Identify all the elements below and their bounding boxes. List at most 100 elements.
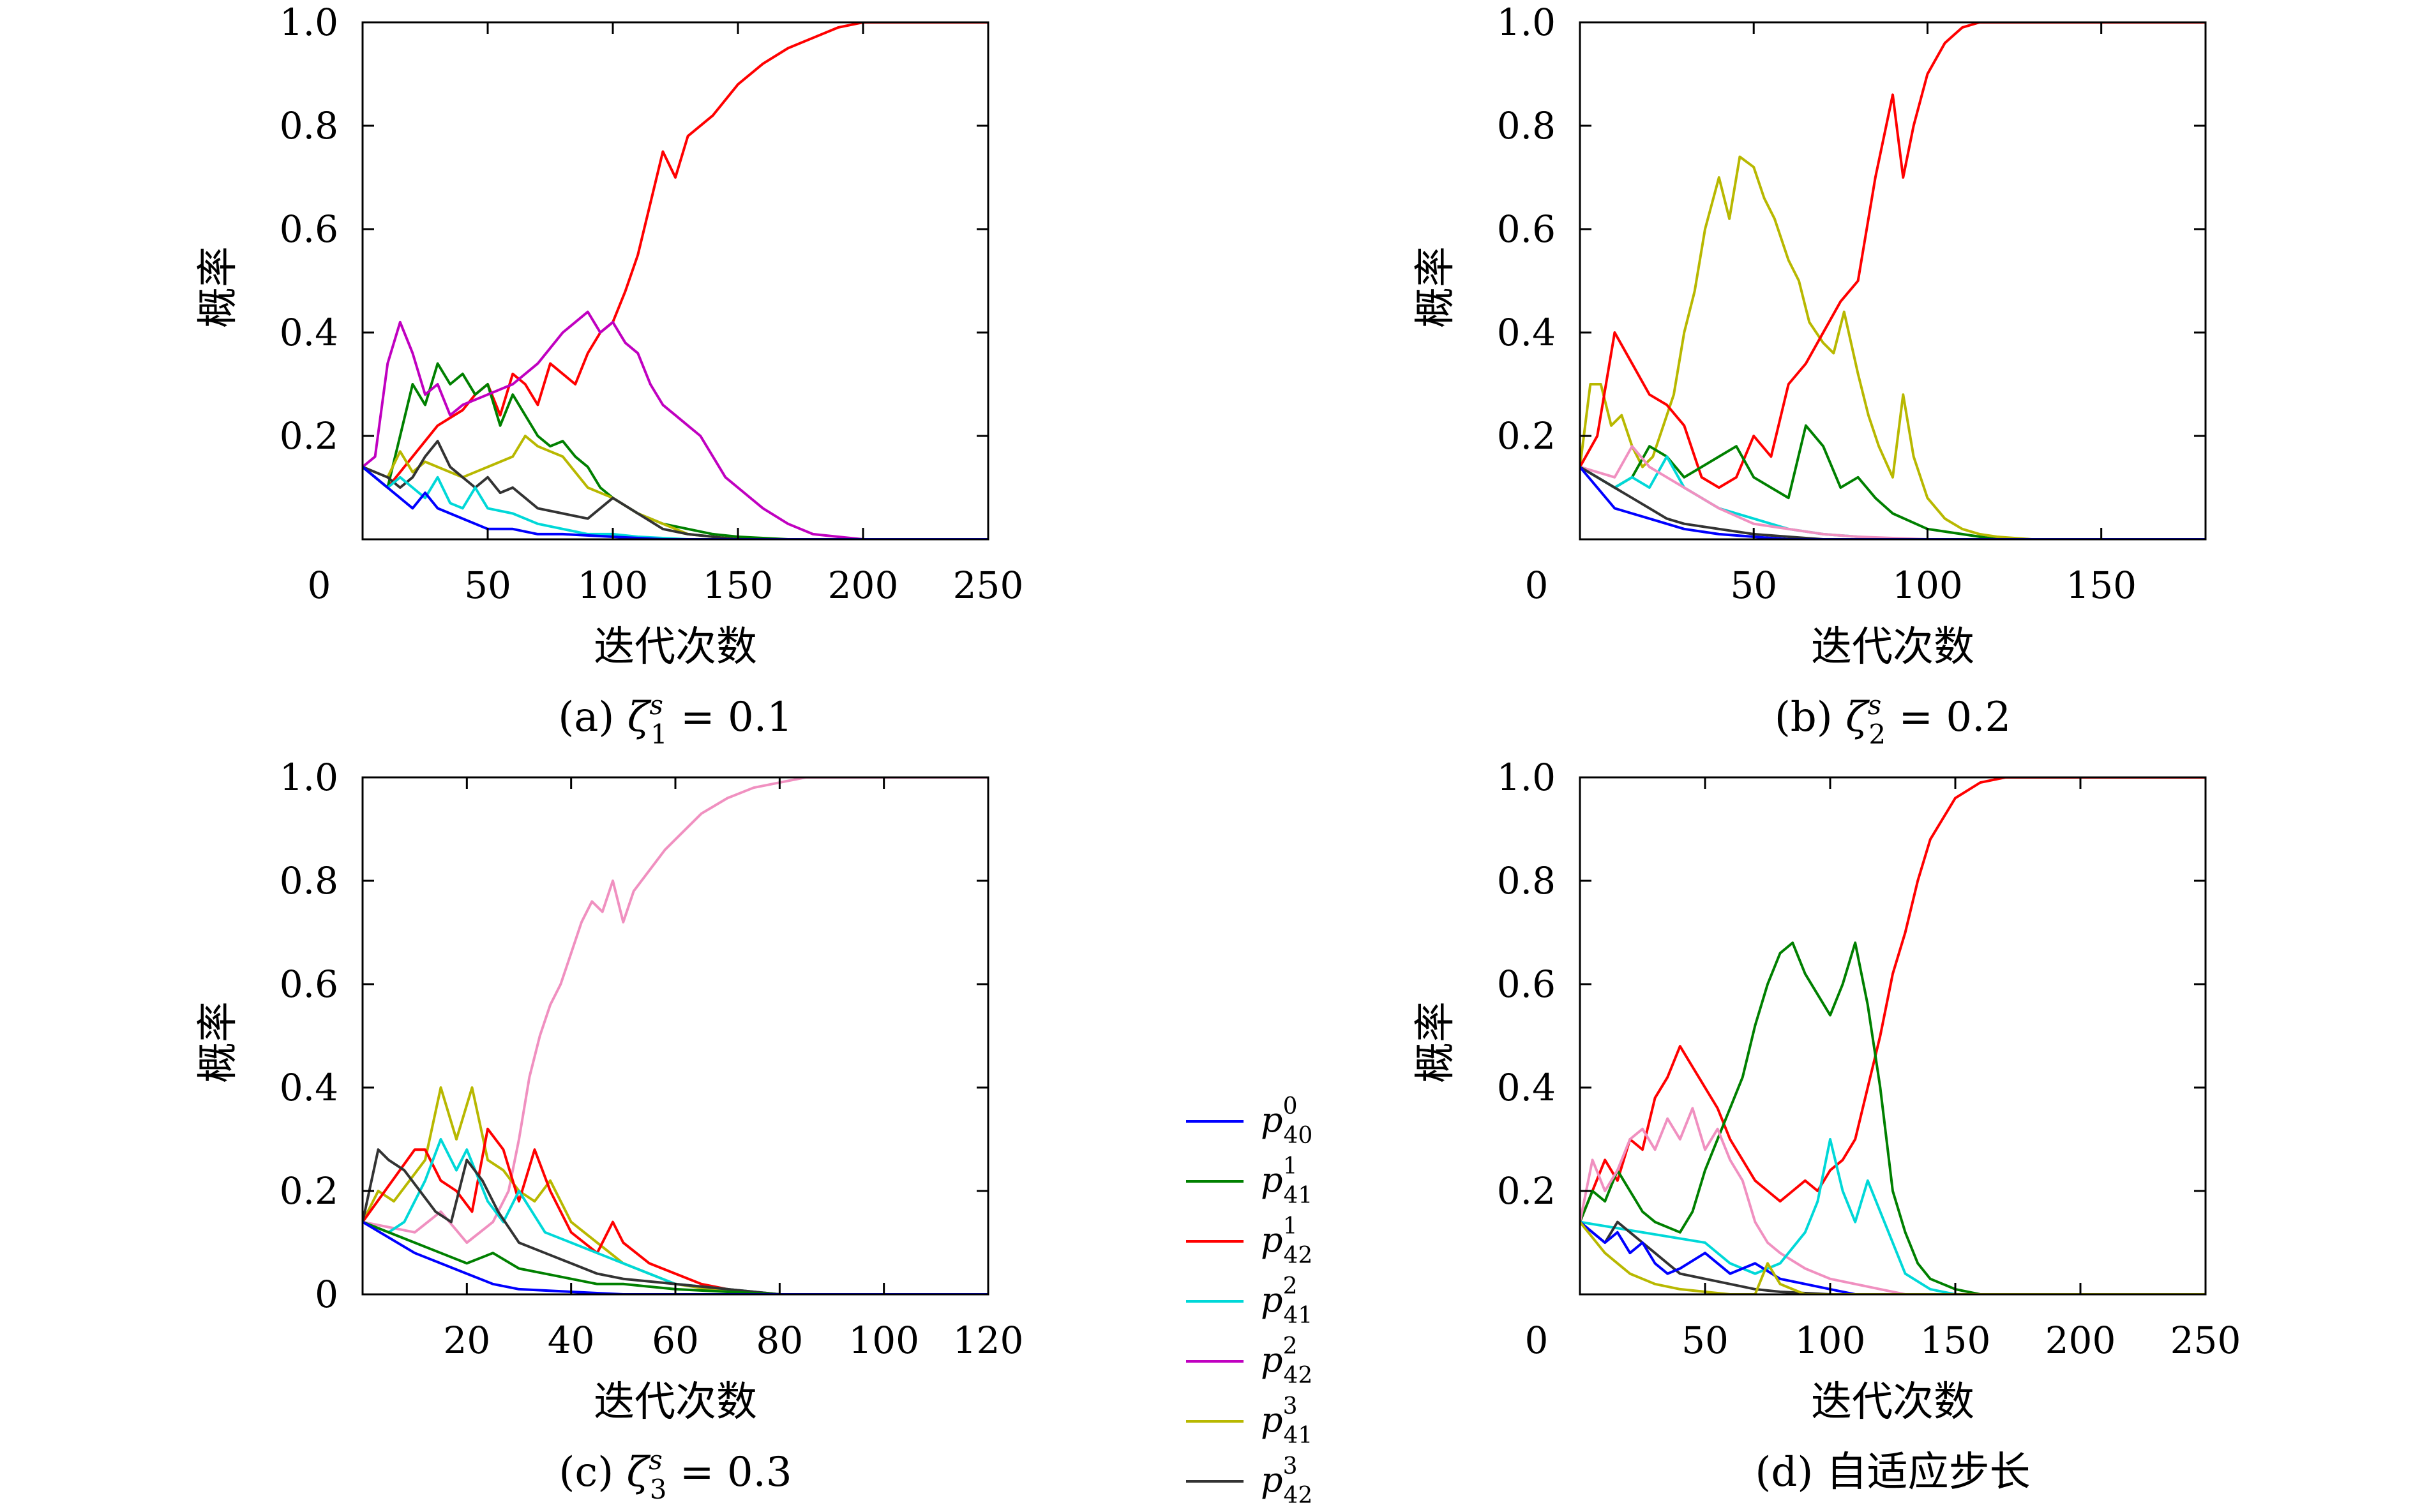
x-tick-label: 200 [2045, 1319, 2116, 1362]
y-tick-label: 0.4 [1497, 311, 1556, 354]
series-line-pink [1580, 1107, 2206, 1294]
x-tick-label: 250 [953, 564, 1024, 607]
caption-sup: s [1868, 689, 1882, 721]
y-tick-label: 0.2 [1497, 1169, 1556, 1213]
y-tick-label: 0.6 [1497, 962, 1556, 1006]
x-tick-label: 200 [828, 564, 899, 607]
series-line-p40_0 [1580, 466, 2206, 539]
x-tick-label: 100 [578, 564, 649, 607]
chart-panel-a: 0 50 100 150 200 250 0.2 0.4 0.6 0.8 1.0 迭代次数 概率 (a) … [195, 1, 1023, 750]
series-group [1580, 777, 2206, 1294]
x-axis-title: 迭代次数 [594, 624, 757, 671]
legend-label: p3 42 [1261, 1453, 1312, 1509]
legend-label: p2 42 [1261, 1333, 1312, 1389]
y-tick-label: 1.0 [280, 756, 338, 799]
y-tick-label: 0.2 [280, 414, 338, 458]
y-axis-title: 概率 [195, 246, 242, 328]
legend-sup: 1 [1283, 1213, 1298, 1239]
x-tick-label: 150 [1920, 1319, 1991, 1362]
series-line-pink [363, 777, 988, 1244]
y-tick-label: 0.4 [280, 311, 338, 354]
x-tick-label: 100 [848, 1319, 919, 1362]
caption-sub: 1 [650, 719, 668, 750]
x-tick-label: 0 [308, 564, 331, 607]
x-tick-label: 100 [1795, 1319, 1866, 1362]
legend-item-p42_3: p3 42 [1186, 1453, 1312, 1509]
legend-item-p41_3: p3 41 [1186, 1393, 1312, 1449]
legend-sup: 2 [1283, 1273, 1298, 1299]
caption-rest: = 0.1 [668, 694, 793, 741]
x-axis-title: 迭代次数 [1811, 1379, 1974, 1426]
chart-panels: 0 50 100 150 200 2500.20.40.60.81.0迭代次数概率(a) … [195, 1, 2241, 1505]
legend-label: p1 42 [1261, 1213, 1312, 1269]
legend-base: p [1261, 1160, 1283, 1200]
chart-panel-c: 20 40 60 80 100 120 0 0.2 0.4 0.6 0.8 1.0 迭代次数 概率 (c) … [195, 756, 1023, 1505]
series-line-p40_0 [363, 466, 988, 539]
legend-sub: 42 [1283, 1363, 1312, 1389]
series-group [363, 777, 988, 1294]
y-tick-label: 0.4 [280, 1066, 338, 1109]
series-group [363, 22, 988, 539]
chart-panel-d: 0 50 100 150 200 250 0.2 0.4 0.6 0.8 1.0 迭代次数 概率 (d) … [1412, 756, 2241, 1496]
y-tick-label: 0.6 [1497, 207, 1556, 251]
legend-sup: 2 [1283, 1333, 1298, 1359]
legend-sup: 3 [1283, 1453, 1298, 1479]
series-line-p41_3 [363, 435, 988, 539]
plot-frame [1579, 776, 2207, 1296]
series-line-p41_2 [1580, 1138, 2206, 1294]
x-tick-label: 40 [548, 1319, 595, 1362]
series-line-p41_1 [363, 362, 988, 539]
series-line-p42_3 [1580, 465, 2206, 539]
series-line-p41_1 [363, 1220, 988, 1294]
caption-rest: = 0.3 [667, 1449, 792, 1496]
caption-prefix: (d) 自适应步长 [1755, 1449, 2030, 1496]
series-line-p42_1 [1580, 777, 2206, 1223]
y-tick-label: 0.8 [280, 859, 338, 902]
x-tick-label: 0 [1525, 564, 1549, 607]
y-tick-label: 0.8 [280, 104, 338, 147]
legend-item-p41_2: p2 41 [1186, 1273, 1312, 1329]
legend-item-p41_1: p1 41 [1186, 1153, 1312, 1209]
series-line-pink [1580, 445, 2206, 539]
panel-caption: (b) ζs 2 = 0.2 [1775, 689, 2011, 750]
legend-label: p2 41 [1261, 1273, 1312, 1329]
legend-base: p [1261, 1100, 1283, 1140]
caption-rest: = 0.2 [1886, 694, 2011, 741]
panel-caption: (c) ζs 3 = 0.3 [559, 1444, 792, 1505]
x-tick-label: 120 [953, 1319, 1024, 1362]
y-tick-label: 0.2 [280, 1169, 338, 1213]
caption-variable: ζ [628, 694, 652, 741]
legend-sub: 42 [1283, 1483, 1312, 1509]
series-line-p42_2 [363, 310, 988, 539]
series-line-p41_2 [363, 1138, 988, 1294]
caption-sub: 3 [650, 1474, 667, 1505]
legend-sub: 42 [1283, 1243, 1312, 1269]
y-axis-title: 概率 [195, 1001, 242, 1083]
x-axis-title: 迭代次数 [1811, 624, 1974, 671]
series-line-p42_1 [363, 22, 988, 489]
legend-sub: 41 [1283, 1423, 1312, 1449]
y-tick-label: 1.0 [1497, 1, 1556, 44]
series-line-p41_3 [1580, 1221, 2206, 1294]
series-group [1580, 22, 2206, 539]
y-axis-title: 概率 [1412, 246, 1459, 328]
y-tick-label: 1.0 [280, 1, 338, 44]
legend-item-p42_1: p1 42 [1186, 1213, 1312, 1269]
legend-base: p [1261, 1220, 1283, 1260]
series-line-p41_1 [1580, 941, 2206, 1294]
y-tick-label: 0.6 [280, 207, 338, 251]
series-line-p40_0 [1580, 1221, 2206, 1294]
legend-sub: 41 [1283, 1183, 1312, 1209]
caption-prefix: (c) [559, 1449, 626, 1496]
y-tick-label: 1.0 [1497, 756, 1556, 799]
legend-base: p [1261, 1340, 1283, 1380]
legend-base: p [1261, 1280, 1283, 1320]
y-tick-label: 0 [315, 1273, 338, 1316]
x-tick-label: 50 [1730, 564, 1777, 607]
legend-sub: 41 [1283, 1303, 1312, 1329]
series-line-p42_1 [363, 1127, 988, 1294]
x-tick-label: 50 [464, 564, 511, 607]
plot-frame [1579, 21, 2207, 541]
y-axis-title: 概率 [1412, 1001, 1459, 1083]
